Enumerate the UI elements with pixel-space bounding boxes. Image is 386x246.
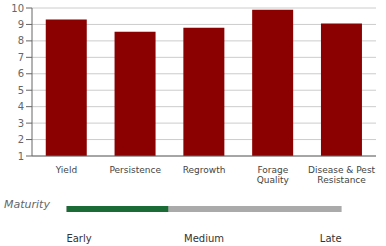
svg-text:Disease & PestResistance: Disease & PestResistance (308, 165, 375, 185)
html-text:Maturity: Maturity (4, 198, 50, 211)
svg-text:Persistence: Persistence (109, 165, 161, 175)
svg-text:Regrowth: Regrowth (183, 165, 226, 175)
svg-text:Late: Late (320, 233, 342, 244)
svg-text:9: 9 (18, 19, 24, 30)
svg-text:5: 5 (18, 85, 24, 96)
svg-text:7: 7 (18, 52, 24, 63)
svg-text:4: 4 (18, 101, 24, 112)
svg-text:1: 1 (18, 151, 24, 162)
svg-text:8: 8 (18, 35, 24, 46)
svg-text:10: 10 (11, 3, 24, 14)
svg-text:ForageQuality: ForageQuality (257, 165, 290, 185)
svg-text:Early: Early (66, 233, 91, 244)
svg-text:3: 3 (18, 118, 24, 129)
svg-text:Yield: Yield (55, 165, 77, 175)
svg-text:2: 2 (18, 134, 24, 145)
svg-text:Medium: Medium (184, 233, 224, 244)
svg-text:6: 6 (18, 68, 24, 79)
